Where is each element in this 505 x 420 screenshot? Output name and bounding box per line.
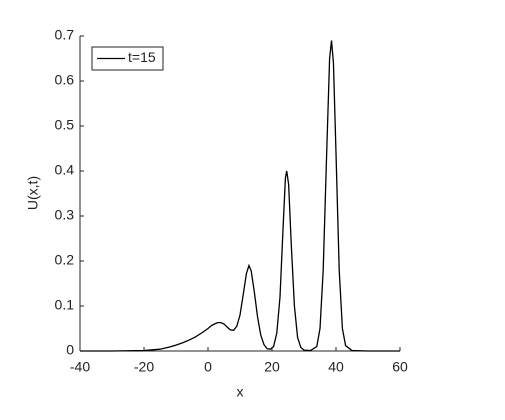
x-tick-label: 20	[264, 359, 280, 375]
x-tick-label: -40	[70, 359, 90, 375]
x-tick-label: 40	[328, 359, 344, 375]
y-tick-label: 0.5	[55, 117, 75, 133]
y-tick-label: 0.4	[55, 162, 75, 178]
y-axis-label: U(x,t)	[25, 176, 41, 210]
x-axis-label: x	[237, 384, 244, 400]
x-tick-label: 60	[392, 359, 408, 375]
line-series	[80, 40, 400, 352]
y-tick-label: 0.1	[55, 297, 75, 313]
y-tick-label: 0.2	[55, 252, 75, 268]
y-tick-label: 0.6	[55, 72, 75, 88]
y-tick-label: 0.3	[55, 207, 75, 223]
y-tick-label: 0.7	[55, 27, 75, 43]
x-tick-label: 0	[204, 359, 212, 375]
legend-box	[91, 46, 164, 71]
x-tick-label: -20	[134, 359, 154, 375]
legend-label: t=15	[128, 49, 156, 65]
y-tick-label: 0	[66, 342, 74, 358]
